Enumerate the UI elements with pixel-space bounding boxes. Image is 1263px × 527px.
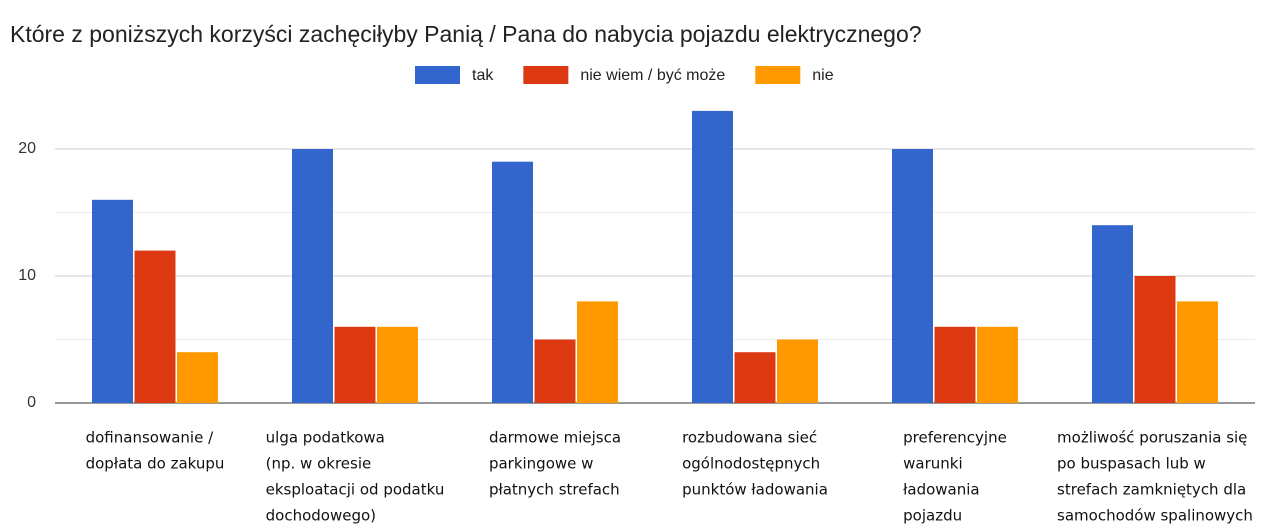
bar	[292, 149, 333, 403]
x-tick-label: dofinansowanie /	[86, 429, 214, 447]
x-tick-label: parkingowe w	[489, 455, 593, 473]
bar	[577, 301, 618, 403]
x-tick-label: dochodowego)	[266, 507, 376, 525]
x-tick-label: ulga podatkowa	[266, 429, 385, 447]
legend-label: tak	[472, 67, 494, 84]
x-tick-label: warunki	[903, 455, 963, 473]
legend-label: nie wiem / być może	[580, 67, 725, 84]
x-tick-label: pojazdu	[903, 507, 962, 525]
bar	[892, 149, 933, 403]
bar	[92, 199, 133, 403]
bar	[777, 339, 818, 403]
bar	[692, 110, 733, 404]
x-tick-label: po buspasach lub w	[1057, 455, 1206, 473]
bar	[934, 326, 976, 403]
bar	[734, 352, 776, 403]
y-tick-label: 0	[27, 394, 36, 411]
bar	[134, 250, 176, 403]
bar	[334, 326, 376, 403]
x-tick-label: dopłata do zakupu	[86, 455, 225, 473]
legend-swatch	[523, 66, 569, 84]
bar	[1177, 301, 1218, 403]
bar	[1092, 225, 1133, 403]
x-tick-label: rozbudowana sieć	[682, 429, 817, 447]
x-tick-label: ogólnodostępnych	[682, 455, 820, 473]
x-tick-label: darmowe miejsca	[489, 429, 621, 447]
x-tick-label: płatnych strefach	[489, 481, 620, 499]
x-tick-label: punktów ładowania	[682, 481, 828, 499]
x-tick-label: możliwość poruszania się	[1057, 429, 1247, 447]
bar	[977, 326, 1018, 403]
x-tick-label: eksploatacji od podatku	[266, 481, 445, 499]
bar	[1134, 276, 1176, 403]
y-tick-label: 20	[18, 140, 36, 157]
bar	[377, 326, 418, 403]
x-tick-label: ładowania	[903, 481, 979, 499]
x-tick-label: (np. w okresie	[266, 455, 372, 473]
legend-label: nie	[812, 67, 833, 84]
bar	[492, 161, 533, 403]
y-tick-label: 10	[18, 267, 36, 284]
bar	[534, 339, 576, 403]
bar	[177, 352, 218, 403]
chart-title: Które z poniższych korzyści zachęciłyby …	[10, 21, 922, 47]
x-tick-label: samochodów spalinowych	[1057, 507, 1253, 525]
x-tick-label: strefach zamkniętych dla	[1057, 481, 1246, 499]
legend-swatch	[755, 66, 801, 84]
legend-swatch	[415, 66, 460, 84]
x-tick-label: preferencyjne	[903, 429, 1007, 447]
